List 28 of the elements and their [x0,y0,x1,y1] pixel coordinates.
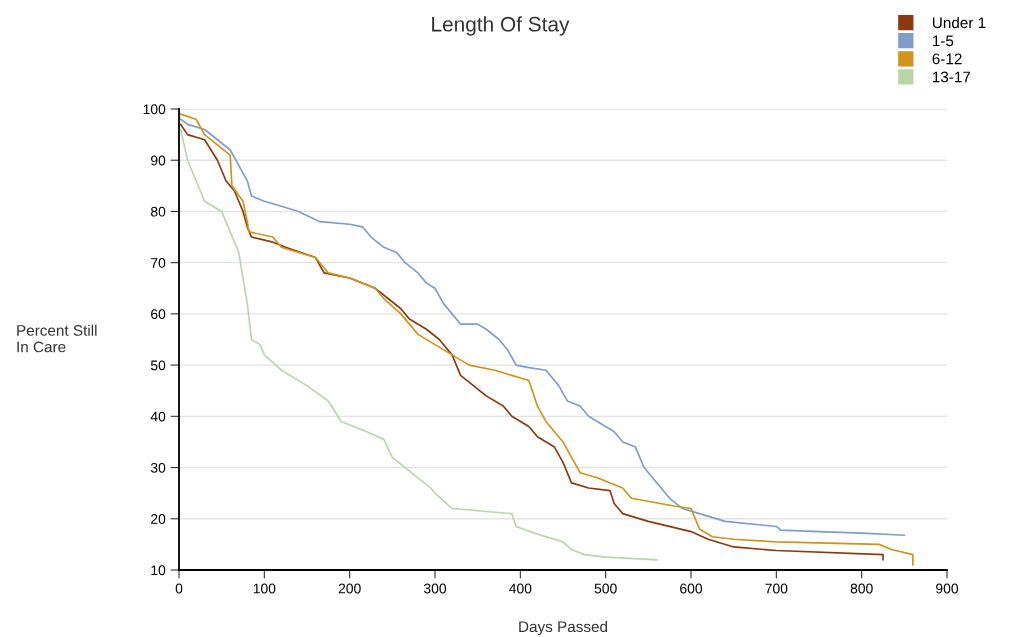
x-tick-label: 800 [850,583,873,594]
x-tick-label: 500 [594,583,617,594]
y-tick-label: 30 [150,462,166,473]
legend-label: 13-17 [932,71,971,83]
y-tick-label: 100 [143,104,166,115]
y-tick-label: 10 [151,565,166,576]
x-tick-label: 400 [509,583,532,594]
legend-label: Under 1 [932,16,986,29]
y-tick-label: 50 [150,360,166,371]
x-tick-label: 0 [175,583,183,594]
chart-title: Length Of Stay [432,16,570,36]
y-tick-label: 70 [151,258,166,268]
x-tick-label: 900 [936,583,959,594]
x-tick-label: 700 [765,583,788,594]
y-tick-label: 90 [151,155,166,166]
x-tick-label: 100 [253,583,276,594]
y-axis-title: Percent Still In Care [17,324,97,353]
x-tick-label: 300 [423,583,447,594]
legend-label: 1-5 [932,35,954,47]
y-tick-label: 60 [151,309,166,320]
x-axis-title: Days Passed [519,620,608,636]
x-tick-label: 600 [680,583,703,594]
legend-label: 6-12 [932,53,962,65]
x-tick-label: 200 [338,583,361,594]
line-series [179,128,658,561]
y-tick-label: 80 [150,206,166,217]
y-tick-label: 20 [151,514,166,524]
y-tick-label: 40 [150,411,166,422]
